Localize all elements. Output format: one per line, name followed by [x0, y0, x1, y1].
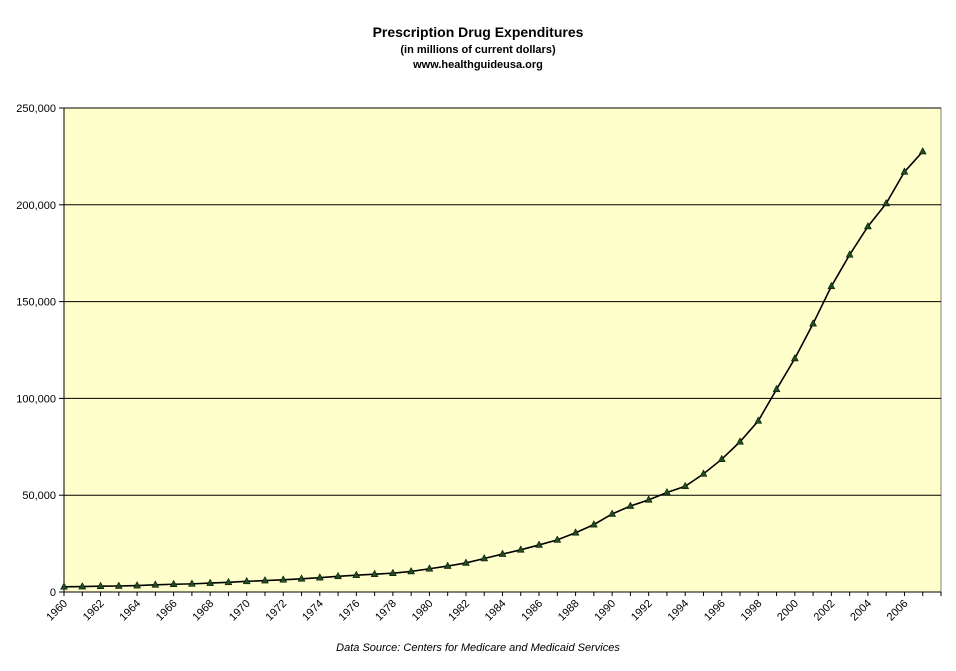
plot-area — [63, 107, 942, 593]
data-point — [224, 577, 233, 586]
data-point — [571, 528, 580, 536]
y-tick-label: 250,000 — [16, 103, 56, 115]
x-tick-label: 2004 — [848, 598, 874, 624]
data-point — [809, 319, 818, 327]
data-point — [717, 454, 726, 462]
data-point — [425, 564, 434, 572]
x-tick-label: 1978 — [373, 598, 399, 624]
x-tick-label: 2006 — [885, 598, 911, 624]
data-point — [352, 570, 361, 578]
chart-title: Prescription Drug Expenditures — [373, 24, 584, 40]
y-tick-label: 200,000 — [16, 200, 56, 212]
series-line — [63, 151, 924, 588]
x-tick-label: 1980 — [410, 598, 436, 624]
y-tick-label: 50,000 — [22, 490, 56, 502]
data-point — [114, 581, 123, 589]
x-tick-label: 1962 — [81, 598, 107, 624]
data-point — [918, 147, 927, 155]
data-point — [827, 281, 836, 290]
data-point — [736, 437, 744, 445]
x-tick-label: 1996 — [702, 598, 728, 624]
x-tick-label: 1998 — [739, 598, 765, 624]
y-tick-label: 0 — [50, 587, 56, 599]
data-point — [151, 580, 160, 588]
data-point — [863, 221, 872, 230]
data-point — [663, 487, 671, 496]
y-axis: 0 50,000 100,000 150,000 200,000 250,000 — [16, 103, 65, 599]
data-point — [644, 495, 653, 503]
data-point — [498, 549, 507, 557]
x-tick-label: 1984 — [483, 598, 509, 624]
data-point — [388, 568, 397, 576]
data-point — [608, 509, 617, 517]
x-tick-label: 1964 — [117, 598, 143, 624]
data-point — [407, 566, 416, 575]
x-tick-label: 1982 — [446, 598, 472, 624]
data-point — [535, 540, 543, 548]
y-tick-label: 150,000 — [16, 297, 56, 309]
x-tick-label: 1970 — [227, 598, 253, 624]
data-point — [845, 250, 854, 258]
x-tick-label: 2000 — [775, 598, 801, 624]
x-tick-label: 1988 — [556, 598, 582, 624]
chart-subtitle: (in millions of current dollars) — [400, 44, 556, 56]
x-tick-label: 1992 — [629, 598, 655, 624]
data-point — [480, 553, 489, 562]
x-tick-label: 1990 — [592, 598, 618, 624]
data-point — [626, 501, 635, 509]
x-tick-label: 2002 — [812, 598, 838, 624]
grid-lines — [64, 107, 941, 496]
data-point — [78, 582, 87, 590]
data-point — [516, 545, 525, 553]
x-tick-label: 1976 — [337, 598, 363, 624]
x-tick-label: 1966 — [154, 598, 180, 624]
x-tick-label: 1986 — [519, 598, 545, 624]
data-point — [772, 384, 781, 393]
x-tick-label: 1974 — [300, 598, 326, 624]
x-tick-label: 1994 — [666, 598, 692, 624]
data-point — [553, 535, 562, 543]
data-point — [681, 481, 690, 490]
data-point — [370, 569, 379, 577]
data-point — [699, 469, 708, 477]
data-point — [96, 581, 105, 589]
data-point — [60, 582, 68, 590]
data-point — [790, 353, 799, 362]
data-point — [462, 558, 470, 566]
series-group — [60, 147, 927, 590]
x-tick-label: 1968 — [190, 598, 216, 624]
data-point — [133, 581, 142, 589]
x-tick-label: 1972 — [264, 598, 290, 624]
data-point — [754, 416, 763, 424]
data-point — [242, 576, 251, 585]
data-point — [589, 520, 598, 528]
x-axis: 1960 1962 1964 1966 1968 1970 1972 1974 1976 1978… — [44, 591, 942, 624]
data-point — [315, 573, 324, 581]
data-point — [279, 575, 288, 583]
data-point — [187, 579, 196, 587]
data-point — [206, 578, 215, 586]
data-point — [169, 579, 178, 588]
data-point — [261, 576, 269, 584]
data-point — [297, 574, 306, 582]
chart-website: www.healthguideusa.org — [412, 59, 543, 71]
data-point — [443, 561, 452, 569]
data-point — [334, 571, 342, 580]
data-point — [900, 167, 909, 175]
data-source-note: Data Source: Centers for Medicare and Me… — [336, 642, 620, 654]
data-point — [882, 198, 891, 207]
x-tick-label: 1960 — [44, 598, 70, 624]
y-tick-label: 100,000 — [16, 393, 56, 405]
